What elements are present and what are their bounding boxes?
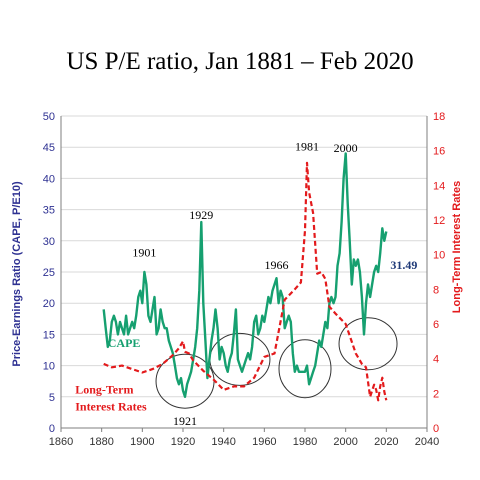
cape-legend-label: CAPE xyxy=(108,336,141,350)
left-tick-label: 20 xyxy=(43,298,55,310)
x-tick-label: 2020 xyxy=(374,436,398,448)
cape-line xyxy=(102,152,388,398)
x-tick-label: 1860 xyxy=(49,436,73,448)
left-tick-label: 50 xyxy=(43,111,55,123)
year-annotation: 1981 xyxy=(295,139,319,153)
year-annotation: 2000 xyxy=(334,141,358,155)
interest-rate-line xyxy=(103,161,388,402)
right-tick-label: 18 xyxy=(433,111,445,123)
chart-title: US P/E ratio, Jan 1881 – Feb 2020 xyxy=(66,48,414,75)
right-tick-label: 16 xyxy=(433,146,445,158)
left-axis-ticks: 0 5 10 15 20 25 30 35 40 45 50 xyxy=(43,111,55,435)
x-tick-label: 1960 xyxy=(252,436,276,448)
rates-legend-label-line2: Interest Rates xyxy=(75,400,147,414)
right-tick-label: 12 xyxy=(433,215,445,227)
left-tick-label: 40 xyxy=(43,173,55,185)
right-axis-ticks: 0 2 4 6 8 10 12 14 16 18 xyxy=(433,111,445,435)
axes xyxy=(60,116,428,429)
year-annotation: 1966 xyxy=(265,258,289,272)
right-tick-label: 8 xyxy=(433,284,439,296)
year-annotation: 1901 xyxy=(132,245,156,259)
left-tick-label: 0 xyxy=(49,423,55,435)
right-tick-label: 6 xyxy=(433,319,439,331)
chart-labels: Price-Earnings Ratio (CAPE, P/E10) Long-T… xyxy=(11,139,463,428)
left-tick-label: 5 xyxy=(49,392,55,404)
right-tick-label: 4 xyxy=(433,354,439,366)
year-annotation: 1921 xyxy=(173,414,197,428)
left-tick-label: 35 xyxy=(43,205,55,217)
right-tick-label: 10 xyxy=(433,250,445,262)
rates-legend-label-line1: Long-Term xyxy=(75,383,133,397)
right-axis-title: Long-Term Interest Rates xyxy=(451,181,463,313)
series-group xyxy=(102,152,388,402)
left-axis-title: Price-Earnings Ratio (CAPE, P/E10) xyxy=(11,181,23,367)
x-axis-ticks: 1860 1880 1900 1920 1940 1960 1980 2000 2020 2040 xyxy=(49,428,439,448)
right-tick-label: 0 xyxy=(433,423,439,435)
x-tick-label: 1940 xyxy=(211,436,235,448)
cape-end-value-label: 31.49 xyxy=(390,258,417,272)
x-tick-label: 1880 xyxy=(89,436,113,448)
highlight-circle xyxy=(338,317,398,371)
x-tick-label: 2000 xyxy=(333,436,357,448)
year-annotation: 1929 xyxy=(189,208,213,222)
right-tick-label: 2 xyxy=(433,388,439,400)
gridlines xyxy=(61,115,427,429)
highlight-circle xyxy=(278,339,332,399)
right-tick-label: 14 xyxy=(433,180,445,192)
left-tick-label: 10 xyxy=(43,361,55,373)
left-tick-label: 25 xyxy=(43,267,55,279)
left-tick-label: 30 xyxy=(43,236,55,248)
left-tick-label: 45 xyxy=(43,142,55,154)
x-tick-label: 1900 xyxy=(130,436,154,448)
left-tick-label: 15 xyxy=(43,329,55,341)
x-tick-label: 1920 xyxy=(171,436,195,448)
x-tick-label: 1980 xyxy=(293,436,317,448)
x-tick-label: 2040 xyxy=(415,436,439,448)
